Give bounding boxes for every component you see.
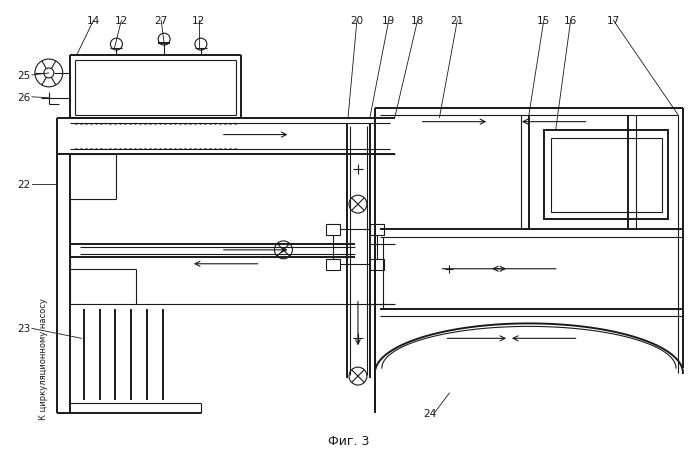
Text: 15: 15: [538, 16, 550, 26]
Text: 21: 21: [451, 16, 464, 26]
Bar: [551, 138, 662, 212]
Text: 17: 17: [607, 16, 620, 26]
Text: 27: 27: [154, 16, 168, 26]
Bar: [326, 224, 340, 235]
Text: К циркуляционному насосу: К циркуляционному насосу: [39, 298, 48, 419]
Text: 14: 14: [87, 16, 100, 26]
Text: 25: 25: [17, 71, 31, 81]
Bar: [370, 259, 384, 270]
Text: 12: 12: [115, 16, 128, 26]
Bar: [326, 259, 340, 270]
Text: 19: 19: [382, 16, 396, 26]
Text: 16: 16: [564, 16, 577, 26]
Text: 12: 12: [192, 16, 206, 26]
Bar: [370, 224, 384, 235]
Text: Фиг. 3: Фиг. 3: [329, 434, 370, 447]
Text: 23: 23: [17, 324, 31, 334]
Text: 20: 20: [350, 16, 363, 26]
Text: 22: 22: [17, 180, 31, 190]
Text: 26: 26: [17, 93, 31, 102]
Bar: [544, 130, 668, 220]
Text: 18: 18: [411, 16, 424, 26]
Text: 24: 24: [423, 408, 436, 418]
